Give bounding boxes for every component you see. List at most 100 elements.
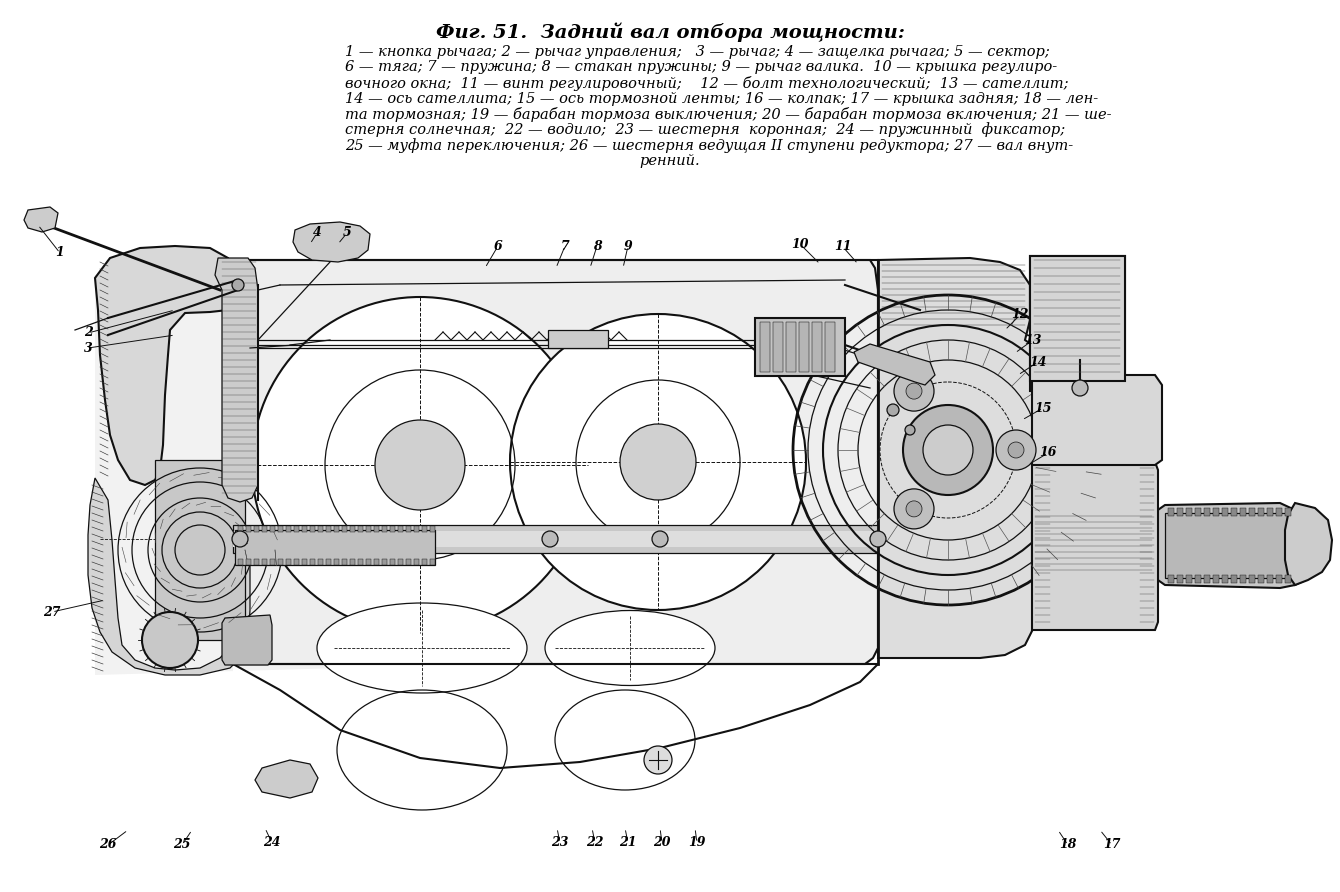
Bar bbox=[422, 559, 427, 565]
Bar bbox=[366, 559, 371, 565]
Bar bbox=[1285, 508, 1290, 516]
Circle shape bbox=[252, 297, 588, 633]
Text: 22: 22 bbox=[587, 837, 604, 849]
Text: 25 — муфта переключения; 26 — шестерня ведущая II ступени редуктора; 27 — вал вн: 25 — муфта переключения; 26 — шестерня в… bbox=[344, 138, 1073, 153]
Circle shape bbox=[903, 405, 993, 495]
Circle shape bbox=[996, 430, 1036, 470]
Circle shape bbox=[905, 425, 915, 435]
Polygon shape bbox=[95, 246, 233, 485]
Bar bbox=[1177, 508, 1183, 516]
Polygon shape bbox=[1032, 462, 1158, 630]
Text: 14: 14 bbox=[1029, 356, 1047, 368]
Polygon shape bbox=[24, 207, 58, 232]
Bar bbox=[548, 330, 608, 348]
Text: 7: 7 bbox=[560, 239, 570, 252]
Circle shape bbox=[906, 383, 922, 399]
Text: 20: 20 bbox=[654, 837, 671, 849]
Circle shape bbox=[511, 314, 805, 610]
Circle shape bbox=[653, 531, 669, 547]
Polygon shape bbox=[878, 258, 1034, 658]
Text: 18: 18 bbox=[1059, 838, 1077, 852]
Bar bbox=[1186, 575, 1193, 583]
Bar bbox=[263, 526, 267, 532]
Polygon shape bbox=[88, 478, 251, 675]
Bar bbox=[1240, 575, 1246, 583]
Polygon shape bbox=[1032, 503, 1319, 588]
Text: 27: 27 bbox=[43, 606, 60, 618]
Bar bbox=[787, 322, 796, 372]
Bar bbox=[239, 526, 243, 532]
Bar bbox=[342, 559, 347, 565]
Circle shape bbox=[1072, 380, 1088, 396]
Bar bbox=[414, 559, 419, 565]
Bar bbox=[374, 526, 379, 532]
Bar bbox=[293, 559, 299, 565]
Bar bbox=[760, 322, 770, 372]
Bar bbox=[1258, 508, 1264, 516]
Bar bbox=[430, 559, 436, 565]
Bar bbox=[247, 526, 251, 532]
Circle shape bbox=[232, 531, 248, 547]
Bar bbox=[1258, 575, 1264, 583]
Circle shape bbox=[375, 420, 465, 510]
Circle shape bbox=[232, 279, 244, 291]
Circle shape bbox=[887, 404, 899, 416]
Text: 24: 24 bbox=[263, 837, 281, 849]
Text: 19: 19 bbox=[689, 837, 706, 849]
Bar bbox=[1205, 508, 1210, 516]
Circle shape bbox=[923, 425, 973, 475]
Circle shape bbox=[620, 424, 695, 500]
Bar bbox=[430, 526, 436, 532]
Text: 17: 17 bbox=[1103, 838, 1120, 852]
Bar bbox=[255, 559, 259, 565]
Polygon shape bbox=[293, 222, 370, 262]
Bar bbox=[398, 526, 403, 532]
Circle shape bbox=[894, 489, 934, 529]
Bar bbox=[239, 559, 243, 565]
Bar bbox=[233, 525, 878, 553]
Polygon shape bbox=[95, 258, 976, 675]
Bar bbox=[1285, 575, 1290, 583]
Bar bbox=[155, 460, 245, 640]
Bar bbox=[1213, 508, 1219, 516]
Circle shape bbox=[541, 531, 557, 547]
Text: 13: 13 bbox=[1024, 334, 1041, 346]
Bar bbox=[1222, 508, 1227, 516]
Bar bbox=[398, 559, 403, 565]
Text: ренний.: ренний. bbox=[639, 153, 701, 168]
Text: 4: 4 bbox=[312, 227, 322, 239]
Text: 21: 21 bbox=[619, 837, 636, 849]
Text: 2: 2 bbox=[83, 326, 92, 340]
Polygon shape bbox=[1032, 375, 1162, 465]
Bar bbox=[358, 526, 363, 532]
Bar bbox=[302, 526, 307, 532]
Bar bbox=[1186, 508, 1193, 516]
Text: 15: 15 bbox=[1034, 401, 1052, 415]
Bar bbox=[1222, 575, 1227, 583]
Bar bbox=[422, 526, 427, 532]
Bar bbox=[1195, 508, 1201, 516]
Bar bbox=[382, 559, 387, 565]
Polygon shape bbox=[255, 760, 318, 798]
Text: 10: 10 bbox=[791, 237, 809, 251]
Bar bbox=[1240, 508, 1246, 516]
Bar bbox=[293, 526, 299, 532]
Bar bbox=[310, 559, 315, 565]
Bar bbox=[1213, 575, 1219, 583]
Polygon shape bbox=[854, 344, 935, 385]
Bar bbox=[285, 526, 291, 532]
Text: 11: 11 bbox=[835, 241, 852, 253]
Bar bbox=[263, 559, 267, 565]
Text: 26: 26 bbox=[99, 838, 117, 852]
Text: вочного окна;  11 — винт регулировочный;    12 — болт технологический;  13 — сат: вочного окна; 11 — винт регулировочный; … bbox=[344, 76, 1068, 91]
Bar bbox=[390, 559, 395, 565]
Bar bbox=[382, 526, 387, 532]
Bar bbox=[269, 526, 275, 532]
Bar bbox=[358, 559, 363, 565]
Bar bbox=[318, 559, 323, 565]
Text: 6 — тяга; 7 — пружина; 8 — стакан пружины; 9 — рычаг валика.  10 — крышка регули: 6 — тяга; 7 — пружина; 8 — стакан пружин… bbox=[344, 61, 1057, 75]
Circle shape bbox=[894, 371, 934, 411]
Bar bbox=[366, 526, 371, 532]
Bar bbox=[1276, 575, 1282, 583]
Bar bbox=[390, 526, 395, 532]
